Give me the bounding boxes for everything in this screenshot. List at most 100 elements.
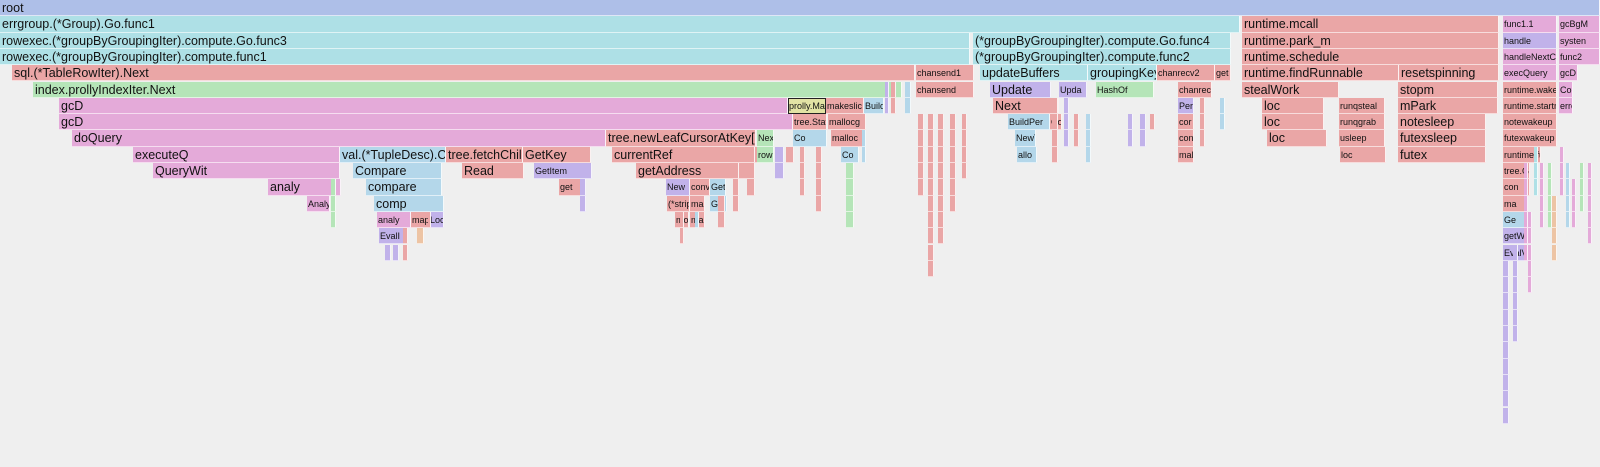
frame-tail-bar[interactable] [918, 130, 924, 147]
frame-tail-bar[interactable] [800, 163, 805, 180]
frame-con[interactable]: con [1503, 179, 1530, 196]
frame-ge[interactable]: Ge [1503, 211, 1525, 229]
frame-val-tupledesc-compare[interactable]: val.(*TupleDesc).Compare [340, 146, 446, 163]
frame-tail-bar[interactable] [938, 114, 944, 131]
frame-prolly-map-get[interactable]: prolly.Map.Get [788, 97, 826, 115]
frame-tail-bar[interactable] [938, 195, 944, 212]
frame-next-func1[interactable]: Next.func1 [757, 130, 774, 147]
frame-tail-bar[interactable] [1528, 211, 1532, 229]
frame-loc[interactable]: loc [1267, 130, 1327, 147]
frame-tail-bar[interactable] [1200, 130, 1205, 147]
frame-stealwork[interactable]: stealWork [1242, 81, 1339, 98]
frame-tail-bar[interactable] [800, 179, 805, 196]
frame-tail-bar[interactable] [786, 146, 794, 163]
frame-index-prollyindexiter-next[interactable]: index.prollyIndexIter.Next [33, 81, 902, 98]
frame-gcbgm[interactable]: gcBgM [1559, 16, 1600, 33]
frame-tail-bar[interactable] [1588, 163, 1592, 180]
frame-tail-bar[interactable] [905, 81, 911, 98]
frame-tail-bar[interactable] [1052, 114, 1058, 131]
frame-tail-bar[interactable] [1220, 97, 1225, 115]
frame-tail-bar[interactable] [950, 163, 956, 180]
frame-tail-bar[interactable] [393, 244, 399, 261]
frame-mal[interactable]: mal [1178, 146, 1194, 163]
frame-tail-bar[interactable] [962, 130, 967, 147]
frame-tail-bar[interactable] [331, 211, 336, 229]
frame-tail-bar[interactable] [1566, 211, 1570, 229]
frame-tail-bar[interactable] [846, 195, 854, 212]
frame-commultiqu[interactable]: ComMultiQu [1559, 81, 1573, 98]
frame-runtime-schedule[interactable]: runtime.schedule [1242, 48, 1499, 66]
frame-tail-bar[interactable] [1540, 195, 1544, 212]
frame-hashof[interactable]: HashOf [1096, 81, 1154, 98]
frame-stopm[interactable]: stopm [1398, 81, 1498, 98]
frame-rowfromtuples[interactable]: rowFromTuples [757, 146, 774, 163]
frame-tail-bar[interactable] [1548, 179, 1552, 196]
frame-tail-bar[interactable] [1074, 130, 1079, 147]
frame-runtime-findrunnable[interactable]: runtime.findRunnable [1242, 65, 1399, 82]
frame-mallocg[interactable]: mallocg [828, 114, 866, 131]
frame-tail-bar[interactable] [1513, 277, 1518, 294]
frame-tail-bar[interactable] [1540, 211, 1544, 229]
frame-getkey[interactable]: GetKey [523, 146, 591, 163]
frame-tail-bar[interactable] [918, 146, 924, 163]
frame-tail-bar[interactable] [1503, 391, 1509, 408]
frame-usleep[interactable]: usleep [1339, 130, 1385, 147]
frame-tail-bar[interactable] [1534, 179, 1538, 196]
frame-tail-bar[interactable] [1128, 130, 1133, 147]
frame-tail-bar[interactable] [1548, 163, 1552, 180]
frame-tail-bar[interactable] [962, 163, 967, 180]
frame-new[interactable]: New [666, 179, 690, 196]
frame-errgroup-group-go-func1[interactable]: errgroup.(*Group).Go.func1 [0, 16, 1240, 33]
frame-tail-bar[interactable] [1064, 114, 1069, 131]
frame-read[interactable]: Read [462, 163, 524, 180]
frame-tail-bar[interactable] [580, 179, 586, 196]
frame-tail-bar[interactable] [1220, 114, 1225, 131]
frame-tail-bar[interactable] [1560, 146, 1564, 163]
frame-tail-bar[interactable] [331, 195, 336, 212]
frame-getw[interactable]: getW [1503, 228, 1525, 245]
frame-groupbygroupingiter-compute-go-func4[interactable]: (*groupByGroupingIter).compute.Go.func4 [973, 32, 1231, 49]
frame-futexwakeup[interactable]: futexwakeup [1503, 130, 1557, 147]
frame-tail-bar[interactable] [1503, 277, 1509, 294]
frame-futexsleep[interactable]: futexsleep [1398, 130, 1486, 147]
frame-rowexec-groupbygroupingiter-compute-go-func3[interactable]: rowexec.(*groupByGroupingIter).compute.G… [0, 32, 970, 49]
frame-compare[interactable]: compare [366, 179, 442, 196]
frame-tail-bar[interactable] [918, 163, 924, 180]
frame-tail-bar[interactable] [1140, 114, 1146, 131]
frame-tail-bar[interactable] [747, 146, 755, 163]
frame-tail-bar[interactable] [1524, 211, 1528, 229]
frame-conv[interactable]: conv [690, 179, 710, 196]
frame-gcd[interactable]: gcD [59, 97, 788, 115]
frame-tail-bar[interactable] [1540, 163, 1544, 180]
frame-tail-bar[interactable] [733, 163, 739, 180]
frame-upda[interactable]: Upda [1059, 81, 1087, 98]
frame-tail-bar[interactable] [1064, 130, 1069, 147]
frame-tail-bar[interactable] [918, 179, 924, 196]
frame-tail-bar[interactable] [1588, 195, 1592, 212]
frame-getv[interactable]: GetV [710, 179, 726, 196]
frame-groupbygroupingiter-compute-func2[interactable]: (*groupByGroupingIter).compute.func2 [973, 48, 1231, 66]
frame-tree-getfield[interactable]: tree.GetField [1503, 163, 1530, 180]
frame-co[interactable]: Co [841, 146, 859, 163]
frame-co[interactable]: Co [793, 130, 827, 147]
frame-tail-bar[interactable] [928, 228, 934, 245]
frame-tail-bar[interactable] [1572, 211, 1576, 229]
frame-rowexec-groupbygroupingiter-compute-func1[interactable]: rowexec.(*groupByGroupingIter).compute.f… [0, 48, 970, 66]
frame-cor[interactable]: cor [1178, 114, 1194, 131]
frame-tail-bar[interactable] [1566, 179, 1570, 196]
frame-tail-bar[interactable] [1524, 228, 1528, 245]
frame-updatebuffers[interactable]: updateBuffers [980, 65, 1088, 82]
frame-loc[interactable]: loc [1262, 97, 1324, 115]
frame-tail-bar[interactable] [1150, 114, 1155, 131]
frame-getaddress[interactable]: getAddress [636, 163, 752, 180]
frame-tail-bar[interactable] [1524, 195, 1528, 212]
frame-tail-bar[interactable] [1513, 326, 1518, 343]
frame-performsum[interactable]: PerformSum [1178, 97, 1194, 115]
frame-tail-bar[interactable] [918, 114, 924, 131]
frame-tail-bar[interactable] [403, 228, 408, 245]
frame-getitem[interactable]: GetItem [534, 163, 592, 180]
frame-chanrecv[interactable]: chanrecv [1178, 81, 1212, 98]
frame-mapacc[interactable]: mapacc [411, 211, 429, 229]
frame-tail-bar[interactable] [938, 163, 944, 180]
frame-tail-bar[interactable] [928, 114, 934, 131]
